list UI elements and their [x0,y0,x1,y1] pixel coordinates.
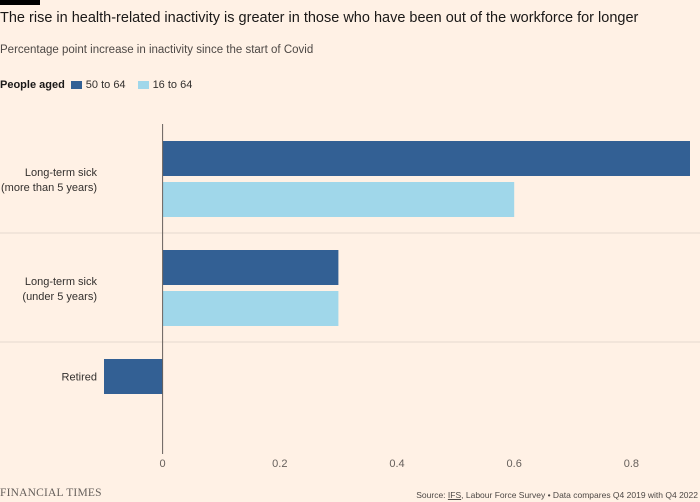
source-rest: , Labour Force Survey • Data compares Q4… [461,490,698,500]
legend-label-16-64: 16 to 64 [152,79,193,91]
x-tick-label: 0.8 [624,458,639,470]
chart-subtitle: Percentage point increase in inactivity … [0,44,314,56]
bar-16-to-64-0 [162,182,515,217]
source-note: Source: IFS, Labour Force Survey • Data … [416,490,698,500]
category-label: Retired [62,372,97,384]
x-tick-label: 0.4 [389,458,404,470]
x-tick-label: 0.2 [272,458,287,470]
legend-title: People aged [0,79,65,91]
legend: People aged 50 to 64 16 to 64 [0,79,204,91]
bar-50-to-64-2 [104,359,163,394]
legend-swatch-16-64 [137,81,149,89]
x-tick-label: 0 [160,458,166,470]
category-label: Long-term sick (under 5 years) [22,276,97,303]
bar-50-to-64-0 [162,141,691,176]
x-tick-label: 0.6 [507,458,522,470]
brand-logo: FINANCIAL TIMES [0,487,102,499]
bar-chart: 0 0.2 0.4 0.6 0.8 Long-term sick (more than 5 … [0,124,700,470]
source-prefix: Source: [416,490,448,500]
legend-item-16-64: 16 to 64 [137,79,193,91]
bar-16-to-64-1 [162,291,339,326]
brand-bar [0,0,40,5]
chart-title: The rise in health-related inactivity is… [0,10,639,26]
category-label: Long-term sick (more than 5 years) [1,167,97,194]
source-link[interactable]: IFS [447,490,462,500]
legend-swatch-50-64 [70,81,82,89]
bar-50-to-64-1 [162,250,339,285]
legend-label-50-64: 50 to 64 [85,79,126,91]
legend-item-50-64: 50 to 64 [70,79,126,91]
